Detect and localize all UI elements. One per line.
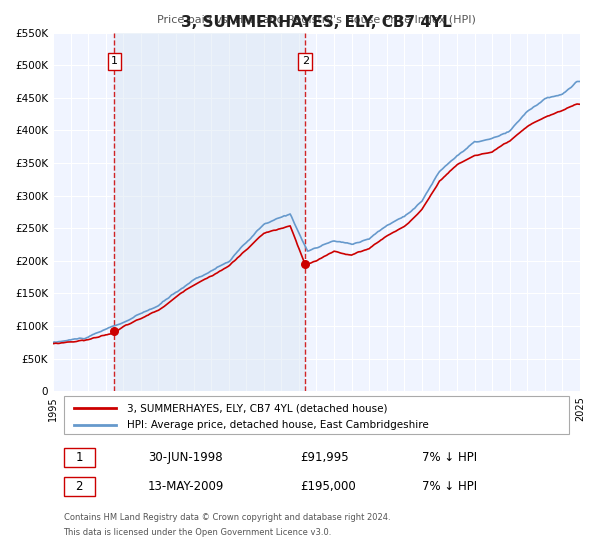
Text: Contains HM Land Registry data © Crown copyright and database right 2024.: Contains HM Land Registry data © Crown c… bbox=[64, 513, 390, 522]
Point bbox=[110, 327, 119, 336]
Text: 1: 1 bbox=[76, 451, 83, 464]
Text: 7% ↓ HPI: 7% ↓ HPI bbox=[422, 451, 477, 464]
Text: HPI: Average price, detached house, East Cambridgeshire: HPI: Average price, detached house, East… bbox=[127, 420, 428, 430]
Text: This data is licensed under the Open Government Licence v3.0.: This data is licensed under the Open Gov… bbox=[64, 528, 332, 537]
Text: 7% ↓ HPI: 7% ↓ HPI bbox=[422, 480, 477, 493]
Text: Price paid vs. HM Land Registry's House Price Index (HPI): Price paid vs. HM Land Registry's House … bbox=[157, 15, 476, 25]
Text: £195,000: £195,000 bbox=[301, 480, 356, 493]
Text: 1: 1 bbox=[111, 56, 118, 66]
Text: 3, SUMMERHAYES, ELY, CB7 4YL (detached house): 3, SUMMERHAYES, ELY, CB7 4YL (detached h… bbox=[127, 403, 387, 413]
Text: 2: 2 bbox=[76, 480, 83, 493]
Text: 2: 2 bbox=[302, 56, 309, 66]
FancyBboxPatch shape bbox=[64, 396, 569, 435]
Bar bbox=[115, 32, 305, 391]
FancyBboxPatch shape bbox=[64, 477, 95, 496]
Title: 3, SUMMERHAYES, ELY, CB7 4YL: 3, SUMMERHAYES, ELY, CB7 4YL bbox=[181, 15, 452, 30]
FancyBboxPatch shape bbox=[64, 448, 95, 466]
Point bbox=[301, 260, 310, 269]
Text: 30-JUN-1998: 30-JUN-1998 bbox=[148, 451, 223, 464]
Text: £91,995: £91,995 bbox=[301, 451, 349, 464]
Text: 13-MAY-2009: 13-MAY-2009 bbox=[148, 480, 224, 493]
